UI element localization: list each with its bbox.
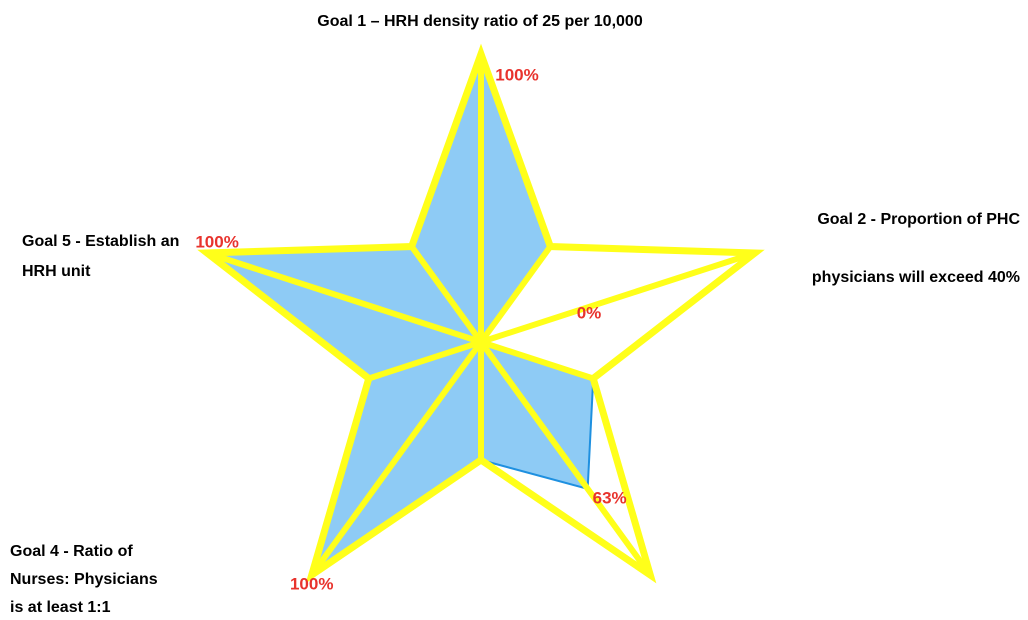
category-label: Goal 4 - Ratio of (10, 543, 133, 560)
spoke (480, 339, 595, 382)
spoke (478, 244, 553, 344)
spoke (367, 339, 482, 382)
category-label: physicians will exceed 40% (812, 269, 1020, 286)
spoke (478, 340, 653, 577)
spoke (206, 250, 482, 345)
spoke (480, 250, 756, 345)
value-label: 100% (495, 65, 538, 84)
value-label: 0% (577, 303, 602, 322)
spoke (309, 340, 484, 577)
category-label: is at least 1:1 (10, 599, 111, 616)
category-label: Goal 2 - Proportion of PHC (817, 211, 1020, 228)
category-label: HRH unit (22, 263, 91, 280)
value-label: 63% (593, 488, 627, 507)
category-label: Goal 5 - Establish an (22, 233, 179, 250)
category-label: Nurses: Physicians (10, 571, 158, 588)
spoke (409, 244, 484, 344)
category-label: Goal 1 – HRH density ratio of 25 per 10,… (317, 13, 643, 30)
value-label: 100% (195, 232, 238, 251)
value-label: 100% (290, 574, 333, 593)
